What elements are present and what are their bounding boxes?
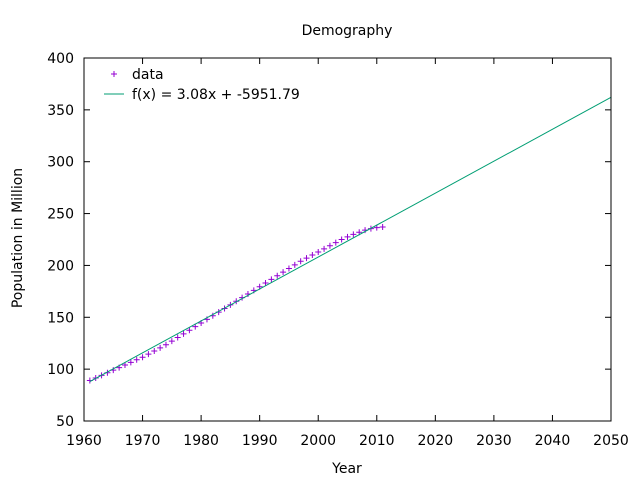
y-tick-label: 250	[47, 207, 74, 223]
legend-swatch-data	[111, 71, 117, 77]
data-point	[326, 242, 333, 249]
data-point	[262, 280, 269, 287]
x-axis-title: Year	[331, 461, 362, 477]
fit-line	[89, 96, 612, 383]
x-tick-label: 1960	[66, 433, 102, 449]
data-point	[285, 265, 292, 272]
data-point	[139, 354, 146, 361]
legend-label: data	[132, 67, 164, 83]
data-point	[291, 261, 298, 268]
data-point	[332, 239, 339, 246]
plot-frame	[83, 57, 612, 422]
y-axis-title: Population in Million	[10, 168, 26, 308]
data-point	[303, 255, 310, 262]
data-point	[168, 338, 175, 345]
data-point	[127, 359, 134, 366]
data-point	[162, 341, 169, 348]
x-tick-label: 1990	[242, 433, 278, 449]
data-point	[344, 233, 351, 240]
data-point	[280, 269, 287, 276]
y-tick-label: 50	[56, 414, 74, 430]
y-axis: 50 100 150 200 250 300 350 400	[47, 51, 611, 430]
data-point	[145, 351, 152, 358]
y-tick-label: 400	[47, 51, 74, 67]
y-tick-label: 100	[47, 362, 74, 378]
x-tick-label: 2010	[359, 433, 395, 449]
x-tick-label: 1980	[183, 433, 219, 449]
y-tick-label: 350	[47, 103, 74, 119]
x-axis: 1960 1970 1980 1990 2000 2010 2020 2030 2040 2050	[66, 58, 629, 449]
data-point	[186, 327, 193, 334]
data-point	[297, 258, 304, 265]
x-tick-label: 2020	[418, 433, 454, 449]
legend: data f(x) = 3.08x + -5951.79	[104, 67, 300, 103]
data-point	[309, 252, 316, 259]
x-tick-label: 2000	[300, 433, 336, 449]
y-tick-label: 200	[47, 258, 74, 274]
data-point	[133, 356, 140, 363]
data-point	[151, 347, 158, 354]
data-point	[350, 231, 357, 238]
data-point	[174, 334, 181, 341]
data-point	[315, 248, 322, 255]
legend-label: f(x) = 3.08x + -5951.79	[132, 87, 300, 103]
chart-title: Demography	[302, 23, 393, 39]
data-point	[274, 272, 281, 279]
data-point	[338, 236, 345, 243]
x-tick-label: 1970	[125, 433, 161, 449]
x-tick-label: 2050	[593, 433, 629, 449]
y-tick-label: 150	[47, 310, 74, 326]
x-tick-label: 2040	[535, 433, 571, 449]
data-point	[180, 330, 187, 337]
data-point	[321, 245, 328, 252]
data-point	[379, 224, 386, 231]
data-point	[268, 276, 275, 283]
y-tick-label: 300	[47, 155, 74, 171]
plot-marks	[86, 96, 612, 384]
x-tick-label: 2030	[476, 433, 512, 449]
data-point	[157, 344, 164, 351]
